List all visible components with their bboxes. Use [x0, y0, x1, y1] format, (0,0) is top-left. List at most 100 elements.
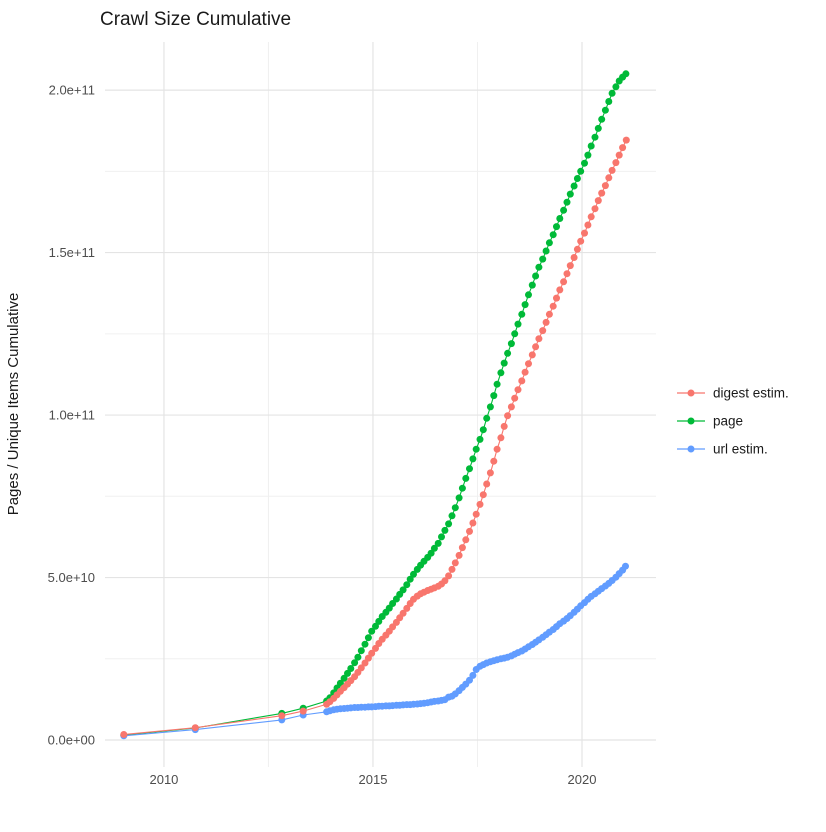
point-page [466, 465, 473, 473]
point-digest-estim- [368, 649, 376, 657]
point-page [507, 340, 515, 348]
point-digest-estim- [469, 519, 477, 527]
point-page [556, 215, 564, 222]
legend-key-dot [687, 389, 695, 397]
point-digest-estim- [490, 457, 498, 465]
point-digest-estim- [591, 205, 599, 213]
point-digest-estim- [608, 166, 616, 174]
point-page [514, 320, 522, 328]
point-digest-estim- [584, 221, 592, 229]
point-digest-estim- [455, 551, 463, 559]
point-page [535, 263, 543, 271]
point-page [430, 544, 438, 552]
point-page [622, 70, 630, 78]
point-page [532, 272, 540, 280]
point-digest-estim- [493, 445, 501, 453]
legend-item-digest-estim-: digest estim. [677, 386, 789, 401]
point-page [354, 653, 362, 661]
point-page [372, 622, 379, 630]
y-tick-label: 0.0e+00 [48, 733, 95, 748]
legend: digest estim. page url estim. [677, 386, 789, 457]
point-digest-estim- [581, 229, 588, 237]
y-tick-label: 5.0e+10 [48, 570, 95, 585]
point-page [601, 106, 609, 114]
y-axis-title: Pages / Unique Items Cumulative [5, 293, 22, 516]
point-digest-estim- [361, 659, 369, 667]
series-page [120, 70, 630, 739]
point-digest-estim- [570, 254, 578, 261]
point-page [403, 581, 411, 589]
point-digest-estim- [563, 270, 571, 278]
legend-item-url-estim-: url estim. [677, 442, 768, 457]
point-digest-estim- [479, 491, 487, 499]
point-digest-estim- [497, 434, 505, 442]
point-page [490, 392, 498, 400]
point-page [445, 520, 453, 528]
x-tick-label: 2020 [568, 772, 597, 787]
series-url-estim- [120, 562, 629, 740]
point-digest-estim- [483, 480, 491, 488]
point-digest-estim- [556, 286, 564, 294]
point-page [570, 182, 578, 190]
point-page [438, 533, 445, 541]
point-digest-estim- [507, 403, 515, 411]
axis-labels: 0.0e+00 5.0e+10 1.0e+11 1.5e+11 2.0e+11 2010 2… [48, 83, 597, 787]
gridlines-major [105, 42, 656, 767]
point-digest-estim- [511, 394, 519, 402]
point-page [451, 504, 459, 512]
point-digest-estim- [445, 572, 453, 580]
point-page [472, 445, 480, 453]
series-digest-estim- [120, 136, 630, 738]
point-digest-estim- [615, 151, 623, 159]
point-page [486, 403, 494, 411]
point-page [469, 455, 477, 463]
series-layer [120, 70, 630, 740]
point-digest-estim- [598, 189, 606, 197]
point-digest-estim- [594, 197, 602, 205]
point-page [410, 570, 417, 578]
point-page [427, 549, 435, 557]
point-digest-estim- [601, 182, 609, 190]
point-digest-estim- [403, 604, 411, 612]
point-digest-estim- [587, 213, 595, 221]
point-digest-estim- [299, 707, 307, 715]
point-page [598, 115, 606, 123]
point-url-estim- [622, 562, 629, 570]
point-digest-estim- [514, 386, 522, 394]
point-page [497, 369, 505, 377]
chart-title: Crawl Size Cumulative [100, 9, 291, 30]
point-page [448, 512, 456, 520]
point-page [521, 301, 529, 309]
point-digest-estim- [566, 262, 574, 270]
legend-key-dot [687, 445, 695, 453]
point-page [608, 89, 616, 97]
point-page [500, 359, 508, 367]
point-page [504, 349, 512, 357]
legend-item-page: page [677, 414, 743, 429]
point-page [549, 231, 557, 239]
point-digest-estim- [486, 469, 494, 477]
point-page [545, 239, 553, 247]
legend-item-label: url estim. [713, 442, 768, 457]
point-page [479, 426, 487, 434]
legend-item-label: page [713, 414, 743, 429]
x-tick-label: 2010 [149, 772, 178, 787]
point-digest-estim- [521, 368, 529, 376]
point-page [560, 206, 568, 214]
point-digest-estim- [458, 544, 466, 552]
point-page [462, 474, 470, 482]
point-page [577, 167, 585, 175]
gridlines-minor [105, 42, 656, 767]
point-page [347, 665, 355, 672]
point-page [528, 281, 536, 289]
point-page [483, 414, 491, 422]
point-page [476, 435, 484, 443]
point-digest-estim- [612, 159, 620, 167]
point-page [344, 669, 351, 677]
legend-key-dot [687, 417, 695, 425]
point-digest-estim- [605, 174, 613, 182]
point-digest-estim- [619, 144, 627, 152]
point-digest-estim- [553, 294, 560, 302]
point-page [563, 198, 571, 206]
